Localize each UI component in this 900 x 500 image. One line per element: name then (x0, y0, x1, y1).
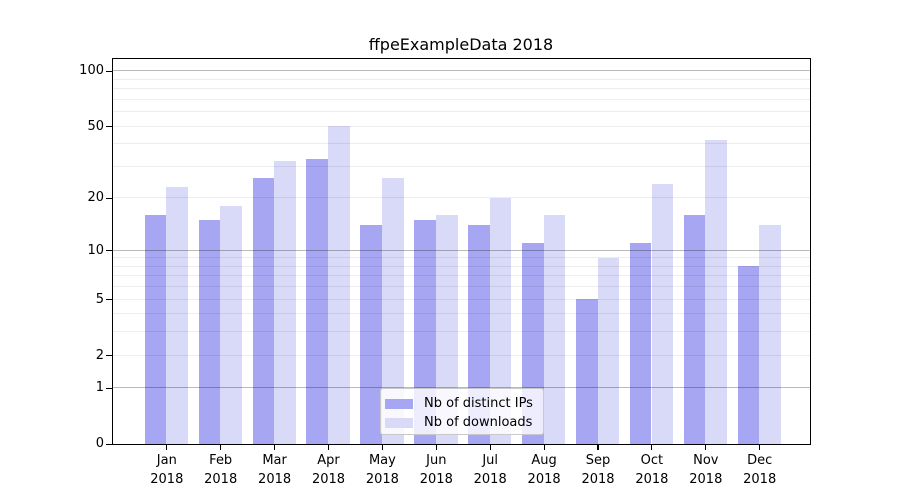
chart-title: ffpeExampleData 2018 (368, 35, 554, 54)
x-tick-mark-mar (274, 444, 276, 451)
bar-may-distinct-ips (360, 225, 382, 444)
x-tick-label-may: May 2018 (365, 453, 399, 488)
x-tick-mark-apr (327, 444, 330, 451)
legend-swatch-distinct-ips-icon (385, 398, 413, 409)
x-tick-mark-jul (489, 444, 491, 451)
y-tick-mark-100 (106, 70, 112, 72)
x-tick-label-aug: Aug 2018 (527, 453, 561, 488)
x-tick-label-jan: Jan 2018 (150, 453, 184, 488)
bar-jan-distinct-ips (144, 215, 167, 444)
y-tick-label-5: 5 (95, 291, 104, 307)
x-tick-label-sep: Sep 2018 (581, 453, 615, 488)
bar-sep-downloads (597, 257, 620, 444)
y-tick-mark-5 (106, 298, 112, 301)
y-tick-label-2: 2 (95, 347, 104, 363)
x-tick-label-nov: Nov 2018 (689, 453, 723, 488)
y-tick-label-20: 20 (87, 190, 104, 206)
bar-oct-distinct-ips (629, 243, 652, 444)
legend: Nb of distinct IPs Nb of downloads (380, 388, 544, 435)
x-tick-label-jun: Jun 2018 (419, 453, 453, 488)
bar-feb-downloads (220, 206, 242, 444)
y-tick-mark-50 (106, 126, 112, 128)
x-tick-mark-nov (705, 444, 707, 451)
bar-oct-downloads (651, 183, 674, 444)
x-tick-label-dec: Dec 2018 (743, 453, 777, 488)
bar-nov-downloads (705, 140, 728, 444)
y-tick-mark-0 (106, 443, 112, 445)
y-tick-label-50: 50 (87, 118, 104, 134)
bar-aug-downloads (543, 215, 566, 444)
bar-jan-downloads (166, 187, 189, 444)
legend-label-distinct-ips: Nb of distinct IPs (424, 396, 533, 411)
x-tick-mark-feb (220, 444, 222, 451)
legend-label-downloads: Nb of downloads (424, 415, 533, 430)
bars-layer (113, 59, 810, 444)
bar-mar-downloads (274, 161, 296, 444)
y-tick-label-1: 1 (95, 380, 104, 396)
y-tick-label-100: 100 (79, 63, 104, 79)
legend-item-downloads: Nb of downloads (385, 413, 543, 432)
x-tick-mark-jun (435, 444, 437, 451)
bar-jun-downloads (435, 215, 458, 444)
x-tick-label-mar: Mar 2018 (258, 453, 292, 488)
bar-dec-downloads (759, 225, 781, 444)
y-tick-mark-1 (106, 387, 112, 389)
bar-dec-distinct-ips (737, 266, 760, 444)
y-tick-mark-10 (106, 249, 112, 252)
bar-sep-distinct-ips (575, 299, 598, 444)
plot-area: Nb of distinct IPs Nb of downloads (112, 58, 811, 445)
x-tick-mark-may (381, 444, 383, 451)
x-tick-mark-aug (543, 444, 545, 451)
bar-may-downloads (382, 177, 404, 444)
bar-jun-distinct-ips (414, 219, 436, 444)
bar-feb-distinct-ips (198, 219, 221, 444)
y-tick-mark-2 (106, 355, 112, 357)
bar-apr-downloads (328, 126, 350, 444)
y-tick-mark-20 (106, 197, 112, 199)
bar-jul-downloads (489, 197, 512, 444)
x-tick-label-apr: Apr 2018 (311, 453, 346, 488)
bar-mar-distinct-ips (252, 177, 275, 444)
bar-nov-distinct-ips (683, 215, 706, 444)
legend-swatch-downloads-icon (385, 417, 413, 428)
y-tick-label-0: 0 (95, 436, 104, 452)
x-tick-mark-oct (651, 444, 653, 451)
bar-apr-distinct-ips (306, 158, 329, 444)
x-tick-label-jul: Jul 2018 (473, 453, 507, 488)
x-tick-mark-sep (597, 444, 599, 451)
x-tick-label-oct: Oct 2018 (635, 453, 669, 488)
x-tick-mark-dec (759, 444, 761, 451)
y-tick-label-10: 10 (87, 242, 104, 258)
x-tick-mark-jan (166, 444, 168, 451)
legend-item-distinct-ips: Nb of distinct IPs (385, 394, 543, 413)
x-tick-label-feb: Feb 2018 (204, 453, 238, 488)
